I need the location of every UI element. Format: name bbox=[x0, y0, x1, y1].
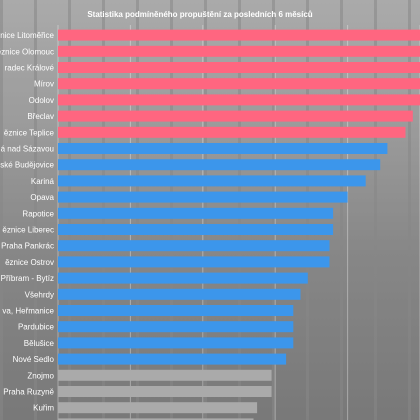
bar[interactable] bbox=[58, 386, 272, 397]
bar[interactable] bbox=[58, 418, 254, 420]
bar[interactable] bbox=[58, 240, 330, 252]
category-label: Kuřim bbox=[33, 404, 54, 413]
category-label: Bělušice bbox=[24, 339, 55, 348]
category-label: Mírov bbox=[34, 80, 54, 89]
category-label: á nad Sázavou bbox=[1, 145, 54, 154]
bar[interactable] bbox=[58, 207, 334, 219]
bar[interactable] bbox=[58, 110, 413, 122]
bar[interactable] bbox=[58, 369, 272, 381]
bar[interactable] bbox=[58, 353, 287, 365]
bar[interactable] bbox=[58, 175, 366, 187]
bar[interactable] bbox=[58, 62, 420, 73]
category-label: znice Litoměřice bbox=[0, 31, 55, 40]
bar[interactable] bbox=[58, 29, 420, 41]
category-label: radec Králové bbox=[5, 64, 55, 73]
category-label: ěznice Olomouc bbox=[0, 47, 54, 56]
category-label: Nové Sedlo bbox=[13, 355, 55, 364]
category-label: Příbram - Bytíz bbox=[1, 274, 54, 283]
category-label: Praha Pankrác bbox=[1, 242, 54, 251]
category-label: Znojmo bbox=[27, 371, 54, 380]
bar[interactable] bbox=[58, 402, 258, 414]
category-label: Rapotice bbox=[22, 209, 54, 218]
category-label: va, Heřmanice bbox=[2, 307, 54, 316]
category-label: Praha Ruzyně bbox=[3, 388, 54, 397]
bar[interactable] bbox=[58, 45, 420, 57]
category-label: Břeclav bbox=[27, 112, 54, 121]
category-label: ěznice Teplice bbox=[4, 128, 55, 137]
category-label: ské Budějovice bbox=[0, 161, 54, 170]
bar[interactable] bbox=[58, 321, 294, 333]
bar[interactable] bbox=[58, 159, 381, 171]
bar[interactable] bbox=[58, 224, 334, 235]
category-label: Všehrdy bbox=[25, 290, 54, 299]
bar[interactable] bbox=[58, 288, 301, 300]
category-label: Kariná bbox=[31, 177, 55, 186]
bar[interactable] bbox=[58, 94, 420, 106]
bar[interactable] bbox=[58, 191, 348, 203]
bar[interactable] bbox=[58, 272, 308, 284]
bar[interactable] bbox=[58, 256, 330, 268]
category-label: ěznice Liberec bbox=[2, 226, 54, 235]
bar[interactable] bbox=[58, 143, 388, 154]
category-label: Odolov bbox=[29, 96, 54, 105]
bar[interactable] bbox=[58, 337, 294, 349]
category-label: Pardubice bbox=[18, 323, 55, 332]
category-label: Opava bbox=[30, 193, 54, 202]
bar[interactable] bbox=[58, 78, 420, 90]
bar[interactable] bbox=[58, 305, 294, 316]
bar[interactable] bbox=[58, 126, 406, 138]
category-label: ěznice Ostrov bbox=[5, 258, 54, 267]
chart-title: Statistika podmíněného propuštění za pos… bbox=[87, 10, 313, 19]
